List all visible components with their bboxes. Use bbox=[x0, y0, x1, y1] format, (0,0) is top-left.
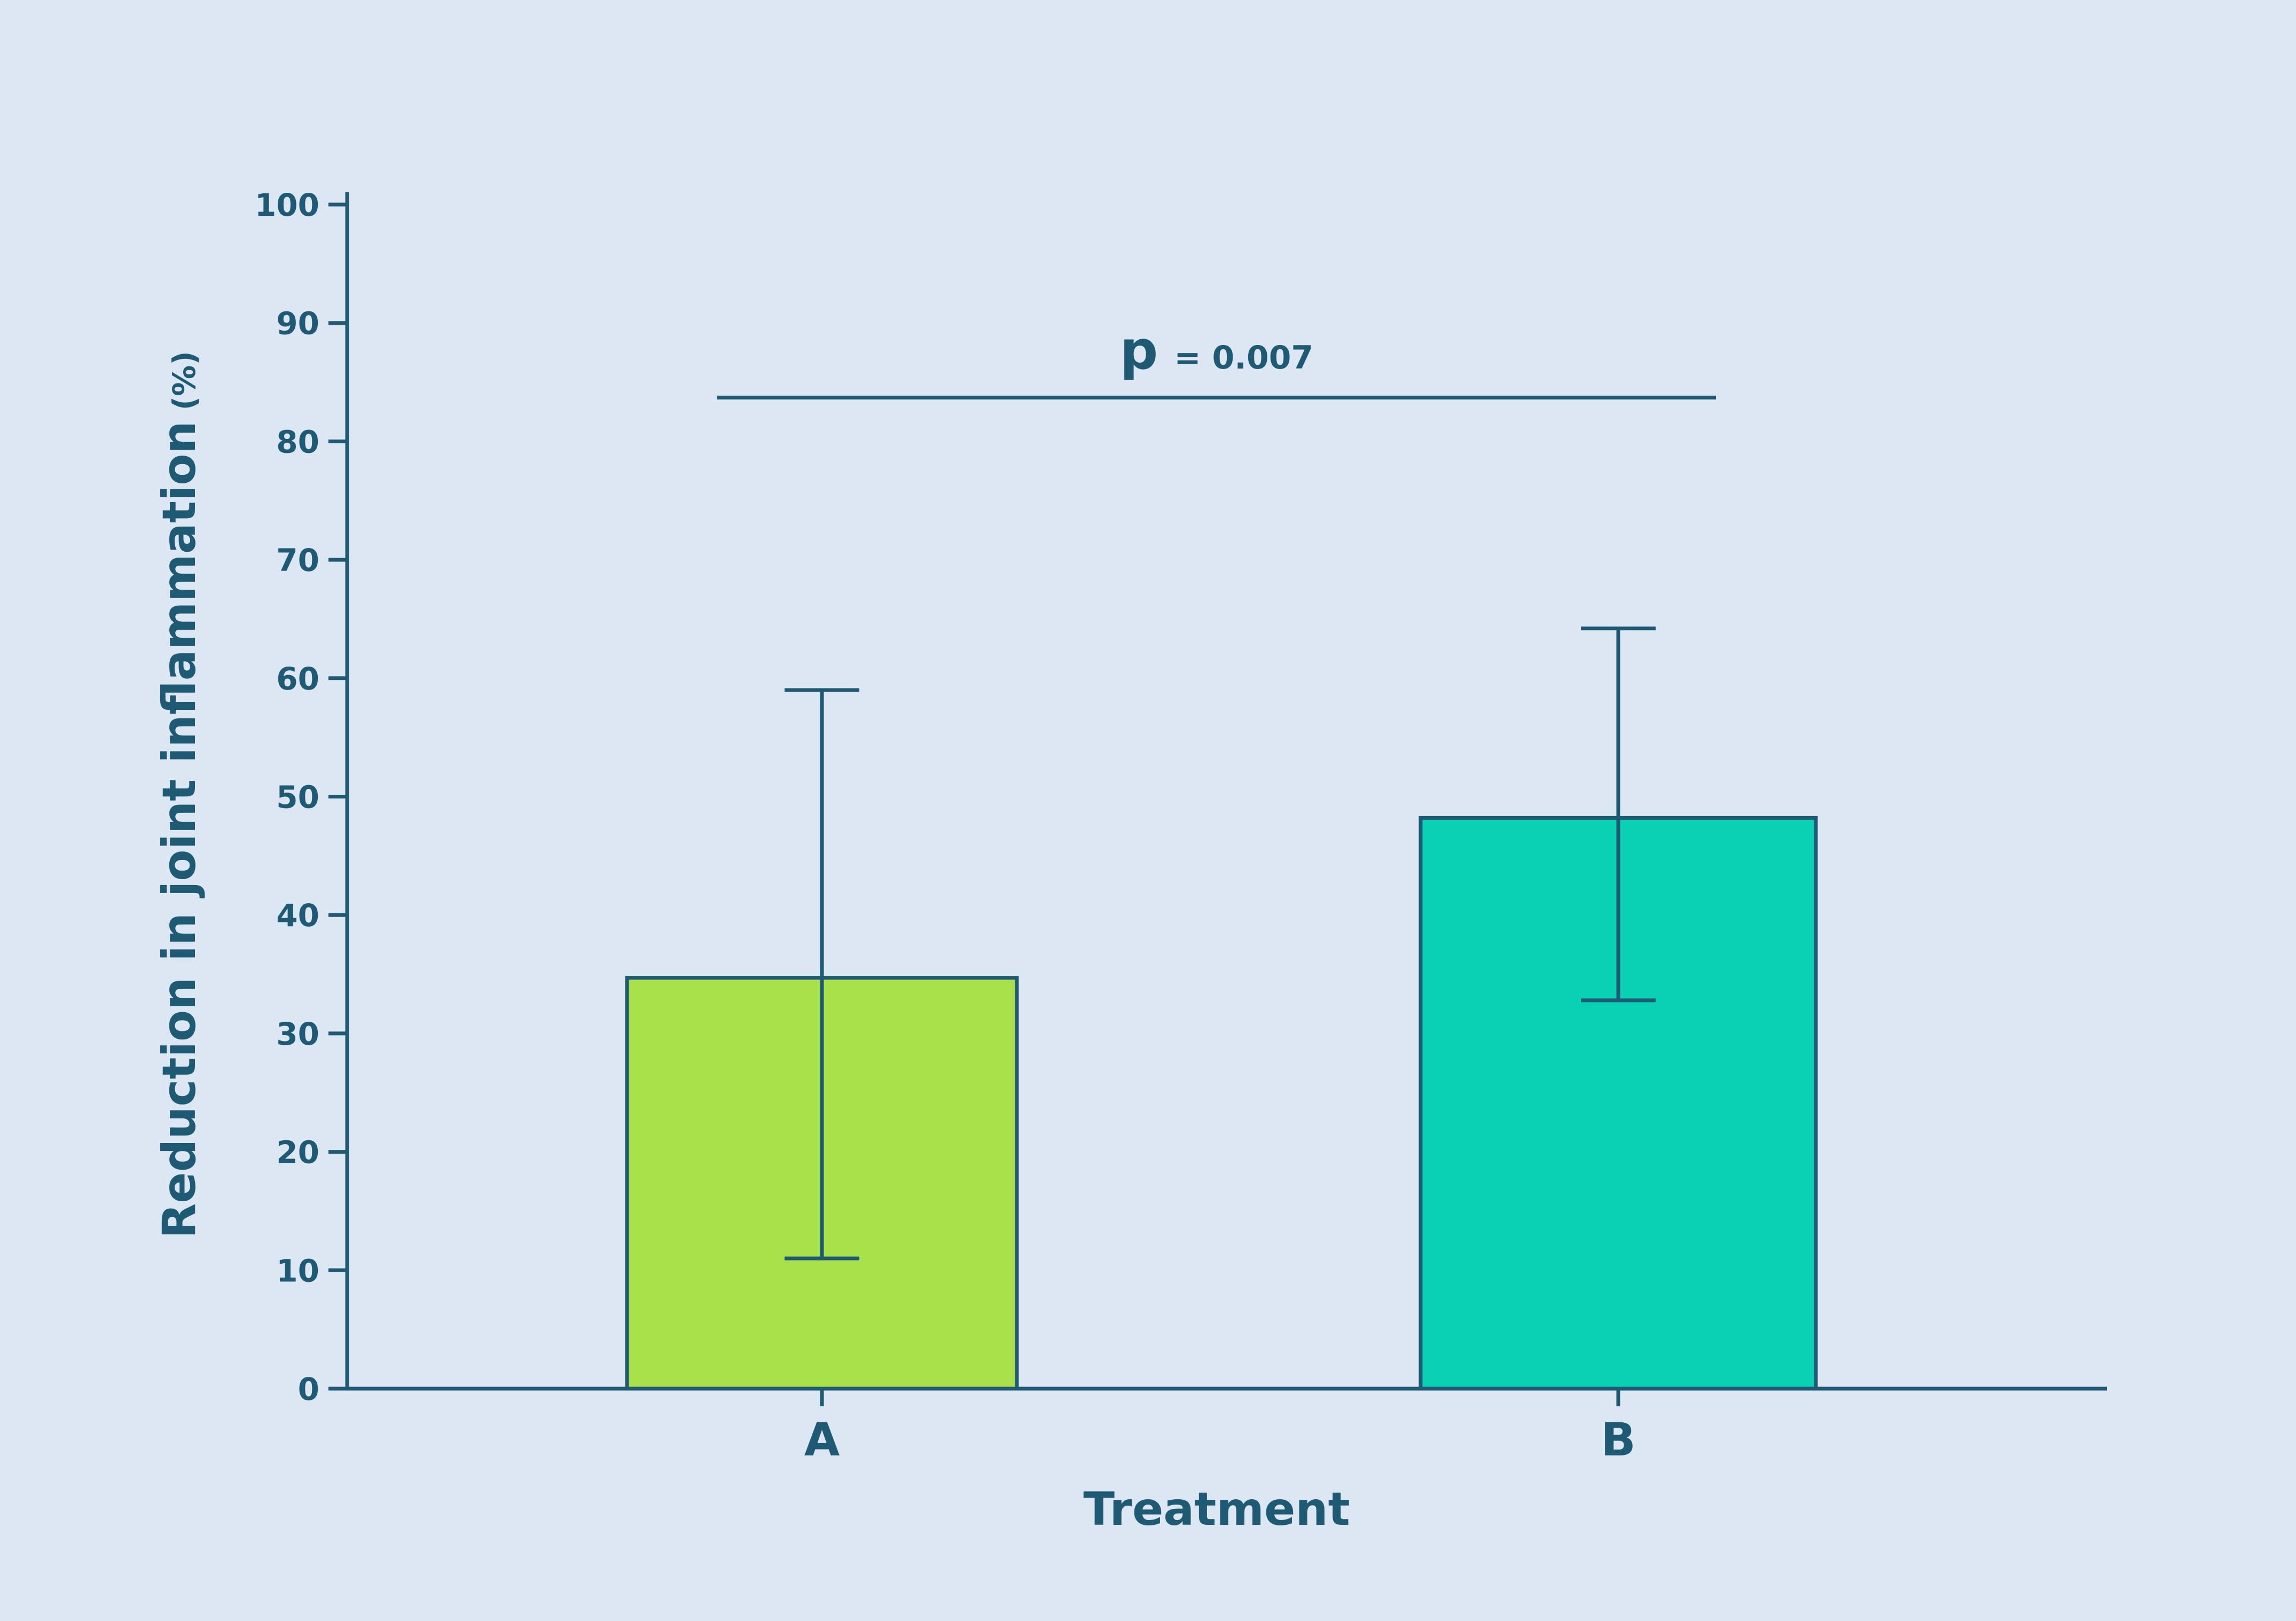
significance-annotation: p = 0.007 bbox=[717, 319, 1716, 400]
p-symbol: p bbox=[1120, 319, 1158, 381]
error-bars bbox=[785, 627, 1656, 1260]
y-axis-title-text: Reduction in joint inflammation bbox=[153, 421, 206, 1239]
y-tick-label-20: 20 bbox=[276, 1134, 319, 1171]
x-tick-label-A: A bbox=[804, 1413, 840, 1467]
y-axis-ticks: 0 10 20 30 40 50 60 70 80 90 100 bbox=[255, 187, 347, 1407]
y-tick-label-10: 10 bbox=[276, 1252, 319, 1289]
y-tick-label-60: 60 bbox=[276, 661, 319, 697]
p-value: = 0.007 bbox=[1174, 339, 1313, 377]
y-tick-label-0: 0 bbox=[298, 1371, 319, 1407]
bars bbox=[625, 816, 1818, 1391]
y-axis-title: Reduction in joint inflammation (%) bbox=[153, 351, 206, 1239]
y-axis-unit: (%) bbox=[166, 351, 202, 410]
significance-label: p = 0.007 bbox=[1120, 319, 1314, 381]
y-tick-label-100: 100 bbox=[255, 187, 319, 223]
y-tick-label-80: 80 bbox=[276, 424, 319, 460]
x-axis-title: Treatment bbox=[1083, 1483, 1350, 1536]
y-tick-label-90: 90 bbox=[276, 306, 319, 342]
x-tick-label-B: B bbox=[1601, 1413, 1636, 1467]
y-tick-label-30: 30 bbox=[276, 1016, 319, 1052]
y-tick-label-50: 50 bbox=[276, 779, 319, 816]
y-tick-label-70: 70 bbox=[276, 542, 319, 578]
y-tick-label-40: 40 bbox=[276, 897, 319, 934]
